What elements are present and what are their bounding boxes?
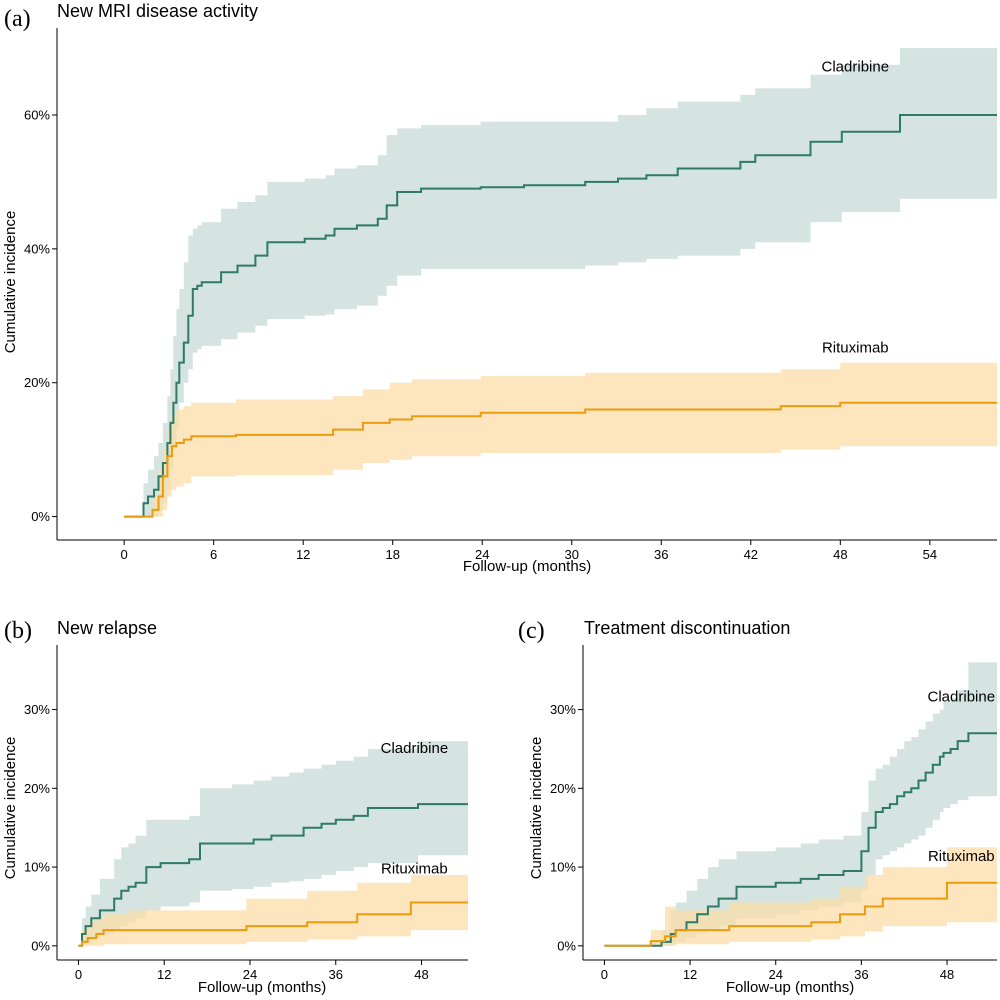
panel-c-plot: Cladribine Rituximab 0 12 24 36 48 0% 10% 20% 30% bbox=[550, 645, 997, 982]
cladribine-confidence-band bbox=[604, 662, 997, 946]
rituximab-label: Rituximab bbox=[928, 848, 995, 865]
y-tick-label: 0% bbox=[31, 509, 50, 524]
rituximab-line bbox=[78, 901, 468, 947]
panel-c-y-axis-title: Cumulative incidence bbox=[528, 737, 545, 880]
y-tick-label: 10% bbox=[550, 860, 576, 875]
y-tick-label: 10% bbox=[24, 860, 50, 875]
rituximab-line bbox=[124, 401, 997, 518]
panel-a-y-axis-title: Cumulative incidence bbox=[2, 211, 19, 354]
y-tick-label: 0% bbox=[31, 938, 50, 953]
panel-b-plot: Cladribine Rituximab 0 12 24 36 48 0% 10% 20% 30% bbox=[24, 645, 469, 982]
x-tick-label: 36 bbox=[854, 967, 868, 982]
x-tick-label: 36 bbox=[654, 547, 668, 562]
x-tick-label: 48 bbox=[940, 967, 954, 982]
panel-b-x-axis-title: Follow-up (months) bbox=[198, 979, 326, 996]
panel-b-title: New relapse bbox=[57, 618, 157, 638]
x-tick-label: 48 bbox=[414, 967, 428, 982]
rituximab-confidence-band bbox=[604, 847, 997, 946]
x-tick-label: 0 bbox=[121, 547, 128, 562]
cladribine-label: Cladribine bbox=[928, 689, 996, 706]
cladribine-label: Cladribine bbox=[381, 740, 449, 757]
rituximab-line bbox=[604, 881, 997, 947]
x-tick-label: 12 bbox=[157, 967, 171, 982]
x-tick-label: 48 bbox=[833, 547, 847, 562]
panel-b: (b) New relapse Cladribine Rituximab 0 12 24… bbox=[2, 618, 469, 996]
y-tick-label: 60% bbox=[24, 108, 50, 123]
rituximab-confidence-band bbox=[124, 362, 998, 517]
x-tick-label: 42 bbox=[744, 547, 758, 562]
panel-a-x-axis-title: Follow-up (months) bbox=[463, 558, 591, 575]
rituximab-label: Rituximab bbox=[822, 340, 889, 357]
x-tick-label: 24 bbox=[768, 967, 782, 982]
cladribine-confidence-band bbox=[78, 741, 469, 946]
x-tick-label: 18 bbox=[385, 547, 399, 562]
panel-a-plot: Cladribine Rituximab 0 6 12 18 24 30 36 42 48 54 0% 2… bbox=[24, 28, 998, 562]
panel-b-y-axis-title: Cumulative incidence bbox=[2, 737, 19, 880]
x-tick-label: 36 bbox=[329, 967, 343, 982]
panel-b-letter: (b) bbox=[4, 618, 32, 644]
cladribine-line bbox=[78, 803, 468, 947]
y-tick-label: 30% bbox=[24, 702, 50, 717]
x-tick-label: 24 bbox=[243, 967, 257, 982]
panel-a-letter: (a) bbox=[4, 6, 31, 32]
panel-c: (c) Treatment discontinuation Cladribine… bbox=[518, 618, 997, 996]
y-tick-label: 20% bbox=[550, 781, 576, 796]
cladribine-label: Cladribine bbox=[822, 59, 890, 76]
cladribine-confidence-band bbox=[124, 48, 998, 517]
x-tick-label: 12 bbox=[296, 547, 310, 562]
y-tick-label: 40% bbox=[24, 241, 50, 256]
x-tick-label: 30 bbox=[565, 547, 579, 562]
x-tick-label: 24 bbox=[475, 547, 489, 562]
y-tick-label: 20% bbox=[24, 375, 50, 390]
rituximab-confidence-band bbox=[78, 875, 469, 946]
panel-c-letter: (c) bbox=[518, 618, 545, 644]
cladribine-line bbox=[604, 732, 997, 947]
panel-c-x-axis-title: Follow-up (months) bbox=[726, 979, 854, 996]
x-tick-label: 54 bbox=[923, 547, 937, 562]
x-tick-label: 0 bbox=[75, 967, 82, 982]
y-tick-label: 0% bbox=[557, 938, 576, 953]
panel-a-title: New MRI disease activity bbox=[57, 1, 258, 21]
x-tick-label: 12 bbox=[683, 967, 697, 982]
cladribine-line bbox=[124, 114, 997, 518]
x-tick-label: 0 bbox=[601, 967, 608, 982]
panel-c-title: Treatment discontinuation bbox=[584, 618, 790, 638]
y-tick-label: 30% bbox=[550, 702, 576, 717]
panel-a: (a) New MRI disease activity Cladribine R… bbox=[2, 1, 998, 575]
rituximab-label: Rituximab bbox=[381, 860, 448, 877]
x-tick-label: 6 bbox=[210, 547, 217, 562]
y-tick-label: 20% bbox=[24, 781, 50, 796]
